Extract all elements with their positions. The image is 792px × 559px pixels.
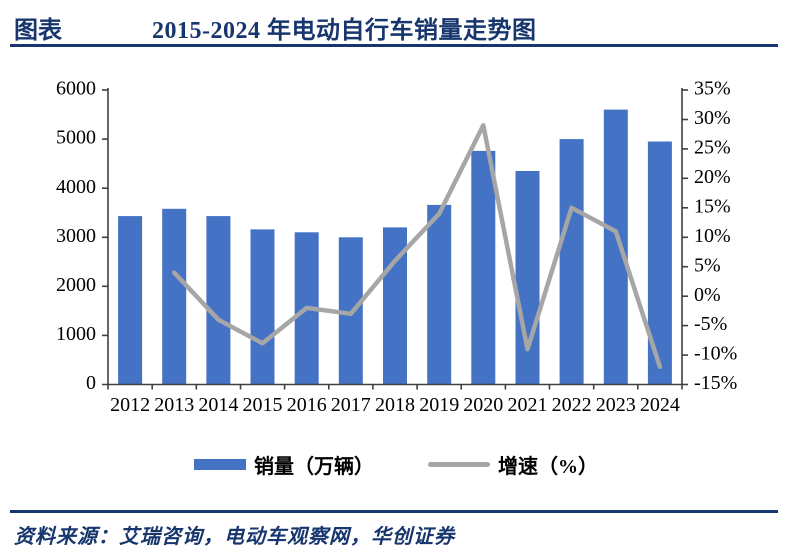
sales-bar-2013 [162, 208, 187, 385]
x-axis-tick-label: 2012 [110, 394, 150, 416]
sales-bar-2019 [427, 204, 452, 385]
figure-tag-label: 图表 [14, 18, 62, 44]
left-axis-tick-label: 0 [86, 372, 96, 394]
sales-bar-2012 [118, 216, 143, 385]
sales-bar-swatch-icon [194, 458, 246, 470]
right-axis-tick-label: -5% [694, 313, 727, 335]
legend-item-growth: 增速（%） [428, 450, 598, 479]
left-axis-tick-label: 5000 [56, 127, 96, 149]
right-axis-tick-label: 10% [694, 225, 731, 247]
right-axis-tick-label: 30% [694, 107, 731, 129]
right-axis-tick-label: 5% [694, 254, 721, 276]
right-axis-tick-label: 35% [694, 78, 731, 100]
x-axis-tick-label: 2020 [463, 394, 503, 416]
header-rule [10, 44, 778, 47]
x-axis-tick-label: 2014 [198, 394, 238, 416]
x-axis-tick-label: 2022 [552, 394, 592, 416]
left-axis-tick-label: 1000 [56, 323, 96, 345]
axes [102, 88, 688, 390]
sales-bar-2020 [471, 150, 496, 385]
x-axis-tick-label: 2021 [508, 394, 548, 416]
right-axis-tick-label: -15% [694, 372, 737, 394]
right-axis-tick-label: 0% [694, 284, 721, 306]
x-axis-tick-label: 2013 [154, 394, 194, 416]
sales-bar-2021 [515, 171, 540, 385]
left-axis-tick-label: 2000 [56, 274, 96, 296]
x-axis-tick-label: 2024 [640, 394, 680, 416]
sales-bar-2023 [603, 109, 628, 385]
x-axis-tick-label: 2016 [287, 394, 327, 416]
right-axis-tick-label: 15% [694, 195, 731, 217]
sales-bar-2014 [206, 216, 231, 385]
x-axis-tick-label: 2017 [331, 394, 371, 416]
left-axis-tick-label: 4000 [56, 176, 96, 198]
figure-header: 图表 2015-2024 年电动自行车销量走势图 [14, 8, 778, 44]
source-note: 资料来源：艾瑞咨询，电动车观察网，华创证券 [14, 526, 455, 548]
right-axis-tick-label: 25% [694, 136, 731, 158]
legend-growth-label: 增速（%） [498, 455, 598, 478]
sales-bar-2022 [559, 139, 584, 385]
growth-line-swatch-icon [428, 461, 490, 467]
chart-legend: 销量（万辆） 增速（%） [0, 450, 792, 478]
x-axis-tick-label: 2023 [596, 394, 636, 416]
legend-item-sales: 销量（万辆） [194, 450, 374, 479]
legend-sales-label: 销量（万辆） [254, 455, 374, 478]
x-axis-tick-label: 2018 [375, 394, 415, 416]
chart-canvas: 6000 5000 4000 3000 2000 1000 0 35% 30% 25% 20% 15%… [56, 78, 737, 417]
x-axis-tick-label: 2019 [419, 394, 459, 416]
sales-bar-2015 [250, 229, 275, 385]
right-axis-tick-label: 20% [694, 166, 731, 188]
growth-line [171, 123, 663, 370]
left-axis-tick-label: 3000 [56, 225, 96, 247]
left-axis-tick-label: 6000 [56, 78, 96, 100]
footer-rule [10, 510, 778, 513]
page-title: 2015-2024 年电动自行车销量走势图 [152, 18, 537, 44]
right-axis-tick-label: -10% [694, 343, 737, 365]
x-axis-tick-label: 2015 [243, 394, 283, 416]
